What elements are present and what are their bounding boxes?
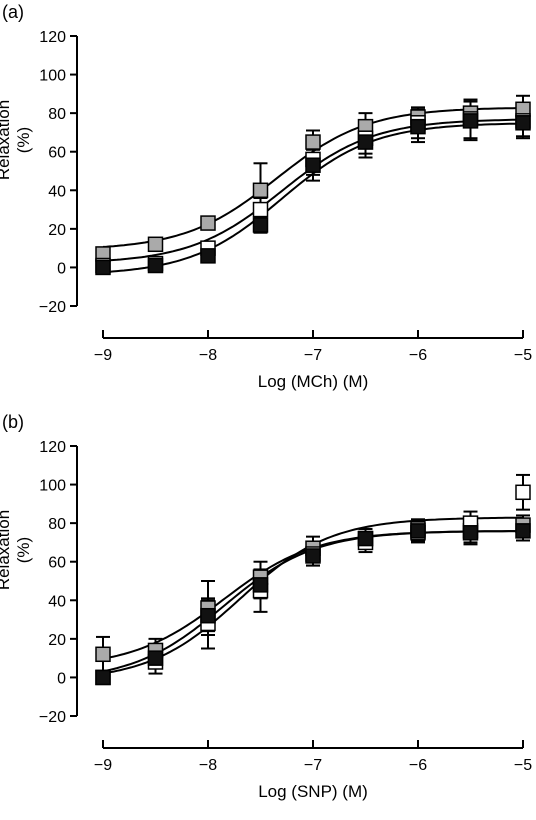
x-tick-label: −5	[514, 757, 532, 774]
y-tick-label: 20	[48, 222, 66, 239]
y-tick-label: 40	[48, 183, 66, 200]
data-point-series-3	[515, 115, 531, 131]
data-point-series-3	[357, 134, 374, 150]
data-point-series-3	[95, 259, 111, 276]
data-point-series-3	[305, 157, 321, 173]
data-point-series-1	[147, 236, 164, 253]
y-axis-label-b: Relaxation (%)	[0, 509, 33, 591]
x-tick-label: −7	[304, 347, 322, 364]
data-point-series-3	[252, 577, 269, 593]
y-tick-label: 60	[48, 145, 66, 162]
data-point-series-3	[410, 118, 426, 135]
chart-b-svg: −20 0 20 40 60 80 100 120 −9 −8 −7 −6 −5	[39, 439, 532, 774]
chart-panel-a: −20 0 20 40 60 80 100 120 −9 −8 −7 −6 −5 (a) Relaxat…	[0, 2, 532, 391]
y-tick-label: 80	[48, 106, 66, 123]
y-tick-label: 100	[39, 478, 66, 495]
data-point-series-3	[200, 607, 216, 624]
x-axis-label-a: Log (MCh) (M)	[257, 372, 369, 391]
y-tick-label: 0	[57, 670, 66, 687]
x-tick-label: −9	[94, 757, 112, 774]
panel-label-a: (a)	[2, 2, 24, 22]
x-tick-label: −8	[199, 757, 217, 774]
data-point-series-3	[147, 650, 164, 666]
data-point-series-2	[515, 484, 531, 501]
x-tick-label: −9	[94, 347, 112, 364]
x-tick-label: −7	[304, 757, 322, 774]
data-point-series-3	[515, 523, 531, 539]
chart-a-svg: −20 0 20 40 60 80 100 120 −9 −8 −7 −6 −5	[39, 29, 532, 364]
data-point-series-3	[305, 548, 321, 564]
data-point-series-1	[305, 134, 321, 150]
x-axis-label-b: Log (SNP) (M)	[258, 782, 368, 801]
y-tick-label: 60	[48, 555, 66, 572]
x-tick-label: −8	[199, 347, 217, 364]
data-point-series-1	[200, 215, 216, 231]
y-tick-label: 120	[39, 29, 66, 46]
data-point-series-3	[462, 113, 479, 129]
y-tick-label: −20	[39, 299, 66, 316]
data-point-series-3	[462, 525, 479, 541]
y-tick-label: 100	[39, 68, 66, 85]
data-point-series-2	[252, 201, 269, 218]
panel-label-b: (b)	[2, 412, 24, 432]
data-point-series-3	[147, 257, 164, 274]
y-tick-label: 80	[48, 516, 66, 533]
data-point-series-1	[95, 646, 111, 663]
y-tick-label: 40	[48, 593, 66, 610]
data-point-series-3	[357, 530, 374, 547]
chart-panel-b: −20 0 20 40 60 80 100 120 −9 −8 −7 −6 −5 (b) Relaxat…	[0, 410, 536, 820]
y-axis-label-a: Relaxation (%)	[0, 99, 33, 181]
y-tick-label: 20	[48, 632, 66, 649]
data-point-series-3	[410, 523, 426, 539]
data-point-series-3	[200, 248, 216, 264]
x-tick-label: −6	[409, 757, 427, 774]
x-tick-label: −5	[514, 347, 532, 364]
y-tick-label: 120	[39, 439, 66, 456]
x-tick-label: −6	[409, 347, 427, 364]
data-point-series-3	[252, 217, 269, 233]
data-point-series-3	[95, 669, 111, 686]
y-tick-label: −20	[39, 709, 66, 726]
y-tick-label: 0	[57, 260, 66, 277]
data-point-series-1	[252, 182, 269, 199]
